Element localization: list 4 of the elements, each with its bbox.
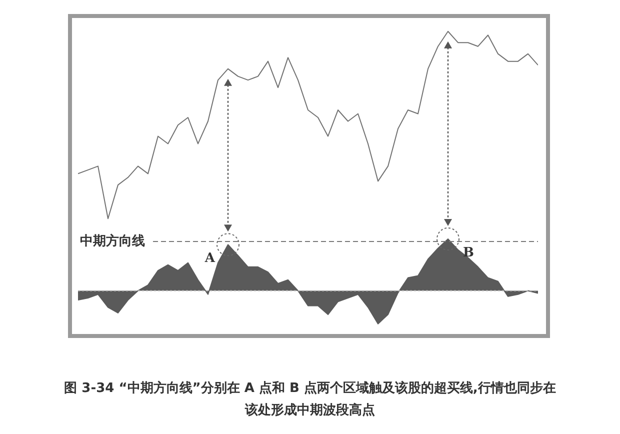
annotation: A bbox=[204, 251, 216, 266]
annotation: B bbox=[463, 245, 474, 260]
text: 图 3-34 “中期方向线”分别在 A 点和 B 点两个区域触及该股的超买线,行情也同步在该处形成中期波段高点 bbox=[63, 380, 557, 420]
ref-line-label: 中期方向线 bbox=[80, 232, 145, 249]
